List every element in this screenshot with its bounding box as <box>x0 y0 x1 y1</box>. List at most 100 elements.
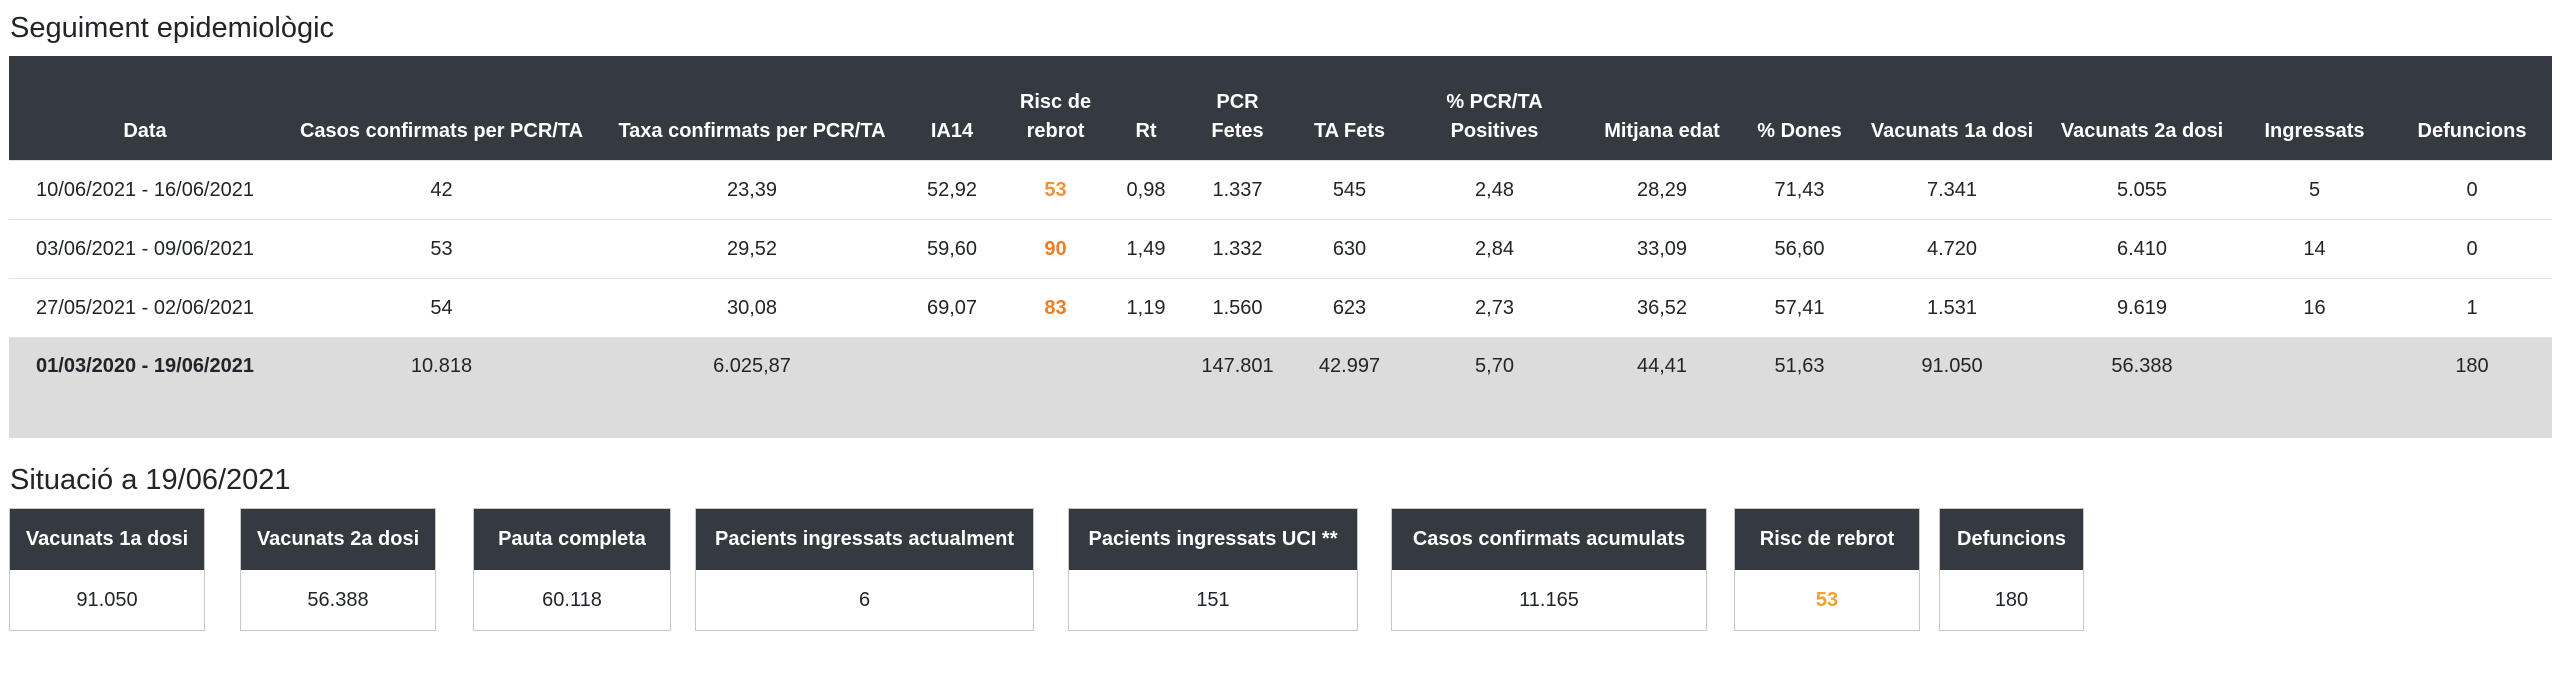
column-header: TA Fets <box>1292 56 1407 161</box>
table-cell: 59,60 <box>902 219 1002 279</box>
summary-card: Vacunats 1a dosi 91.050 <box>9 508 205 631</box>
column-header: Defuncions <box>2392 56 2552 161</box>
column-header: Mitjana edat <box>1582 56 1742 161</box>
table-cell: 36,52 <box>1582 278 1742 338</box>
summary-card-value: 56.388 <box>241 570 435 630</box>
summary-card: Defuncions 180 <box>1939 508 2084 631</box>
table-cell: 1.560 <box>1183 278 1292 338</box>
summary-card-value: 6 <box>696 570 1033 630</box>
table-cell: 53 <box>281 219 602 279</box>
table-cell: 42 <box>281 160 602 220</box>
column-header: IA14 <box>902 56 1002 161</box>
summary-card-value: 53 <box>1735 570 1919 630</box>
table-cell: 69,07 <box>902 278 1002 338</box>
table-header-row: Data Casos confirmats per PCR/TA Taxa conf… <box>9 56 2552 161</box>
summary-card: Vacunats 2a dosi 56.388 <box>240 508 436 631</box>
table-cell: 4.720 <box>1857 219 2047 279</box>
total-cell: 44,41 <box>1582 337 1742 438</box>
column-header: Ingressats <box>2237 56 2392 161</box>
total-cell <box>902 337 1002 438</box>
total-cell <box>1109 337 1183 438</box>
table-cell: 29,52 <box>602 219 902 279</box>
summary-card: Casos confirmats acumulats 11.165 <box>1391 508 1707 631</box>
summary-card-value: 60.118 <box>474 570 670 630</box>
summary-card-label: Risc de rebrot <box>1735 509 1919 570</box>
summary-card-label: Defuncions <box>1940 509 2083 570</box>
total-date-cell: 01/03/2020 - 19/06/2021 <box>9 337 281 438</box>
table-row: 10/06/2021 - 16/06/2021 42 23,39 52,92 53 0,9… <box>9 160 2552 220</box>
summary-card-label: Pacients ingressats actualment <box>696 509 1033 570</box>
table-cell: 54 <box>281 278 602 338</box>
table-cell: 2,48 <box>1407 160 1582 220</box>
epidemiological-table: Data Casos confirmats per PCR/TA Taxa conf… <box>9 56 2552 438</box>
table-cell: 57,41 <box>1742 278 1857 338</box>
summary-card: Pacients ingressats UCI ** 151 <box>1068 508 1358 631</box>
table-cell: 1 <box>2392 278 2552 338</box>
table-cell: 5 <box>2237 160 2392 220</box>
column-header: % Dones <box>1742 56 1857 161</box>
total-cell: 180 <box>2392 337 2552 438</box>
total-cell <box>2237 337 2392 438</box>
column-header: PCR Fetes <box>1183 56 1292 161</box>
table-cell: 0,98 <box>1109 160 1183 220</box>
summary-card-value: 11.165 <box>1392 570 1706 630</box>
summary-card: Pauta completa 60.118 <box>473 508 671 631</box>
total-cell: 56.388 <box>2047 337 2237 438</box>
table-cell: 2,73 <box>1407 278 1582 338</box>
column-header: Taxa confirmats per PCR/TA <box>602 56 902 161</box>
table-cell: 1.531 <box>1857 278 2047 338</box>
column-header: Data <box>9 56 281 161</box>
table-cell: 623 <box>1292 278 1407 338</box>
total-cell <box>1002 337 1109 438</box>
summary-card-label: Vacunats 2a dosi <box>241 509 435 570</box>
table-cell: 1.332 <box>1183 219 1292 279</box>
table-cell: 14 <box>2237 219 2392 279</box>
summary-card: Pacients ingressats actualment 6 <box>695 508 1034 631</box>
column-header: Risc de rebrot <box>1002 56 1109 161</box>
table-row: 03/06/2021 - 09/06/2021 53 29,52 59,60 90 1,4… <box>9 219 2552 279</box>
summary-card: Risc de rebrot 53 <box>1734 508 1920 631</box>
table-cell: 9.619 <box>2047 278 2237 338</box>
table-cell: 0 <box>2392 160 2552 220</box>
total-cell: 91.050 <box>1857 337 2047 438</box>
total-cell: 5,70 <box>1407 337 1582 438</box>
table-cell: 7.341 <box>1857 160 2047 220</box>
table-cell: 52,92 <box>902 160 1002 220</box>
summary-card-value: 151 <box>1069 570 1357 630</box>
total-row: 01/03/2020 - 19/06/2021 10.818 6.025,87 147… <box>9 337 2552 438</box>
table-cell: 630 <box>1292 219 1407 279</box>
summary-card-label: Vacunats 1a dosi <box>10 509 204 570</box>
total-cell: 6.025,87 <box>602 337 902 438</box>
table-cell: 30,08 <box>602 278 902 338</box>
table-cell: 56,60 <box>1742 219 1857 279</box>
table-cell: 545 <box>1292 160 1407 220</box>
table-cell: 16 <box>2237 278 2392 338</box>
table-cell: 33,09 <box>1582 219 1742 279</box>
date-range-cell: 10/06/2021 - 16/06/2021 <box>9 160 281 220</box>
table-cell: 23,39 <box>602 160 902 220</box>
table-cell: 6.410 <box>2047 219 2237 279</box>
summary-card-value: 180 <box>1940 570 2083 630</box>
risk-cell: 83 <box>1002 278 1109 338</box>
column-header: % PCR/TA Positives <box>1407 56 1582 161</box>
total-cell: 42.997 <box>1292 337 1407 438</box>
column-header: Casos confirmats per PCR/TA <box>281 56 602 161</box>
table-cell: 1.337 <box>1183 160 1292 220</box>
total-cell: 10.818 <box>281 337 602 438</box>
risk-cell: 90 <box>1002 219 1109 279</box>
table-cell: 2,84 <box>1407 219 1582 279</box>
date-range-cell: 27/05/2021 - 02/06/2021 <box>9 278 281 338</box>
column-header: Rt <box>1109 56 1183 161</box>
summary-card-label: Pauta completa <box>474 509 670 570</box>
risk-cell: 53 <box>1002 160 1109 220</box>
date-range-cell: 03/06/2021 - 09/06/2021 <box>9 219 281 279</box>
section-title-situacio: Situació a 19/06/2021 <box>10 464 291 496</box>
table-cell: 0 <box>2392 219 2552 279</box>
summary-card-value: 91.050 <box>10 570 204 630</box>
table-cell: 71,43 <box>1742 160 1857 220</box>
summary-card-label: Casos confirmats acumulats <box>1392 509 1706 570</box>
total-cell: 147.801 <box>1183 337 1292 438</box>
summary-card-label: Pacients ingressats UCI ** <box>1069 509 1357 570</box>
total-cell: 51,63 <box>1742 337 1857 438</box>
table-cell: 5.055 <box>2047 160 2237 220</box>
